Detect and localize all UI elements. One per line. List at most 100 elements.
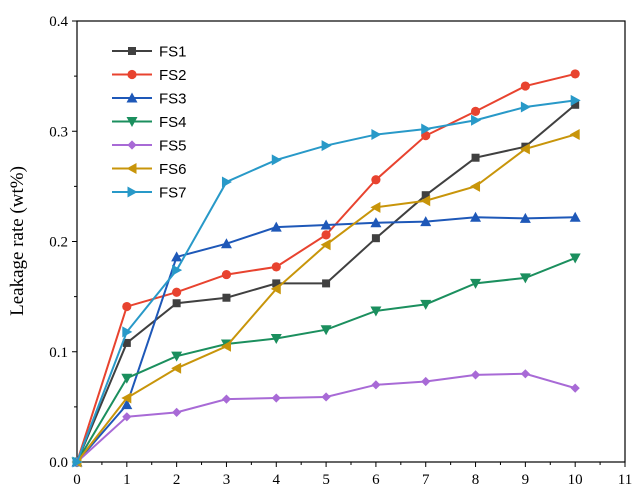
y-tick-label: 0.2 <box>49 235 68 251</box>
series-fs7 <box>72 94 581 468</box>
data-point <box>570 383 580 393</box>
data-point <box>520 101 531 113</box>
data-point <box>172 407 182 417</box>
x-tick-label: 3 <box>223 472 231 488</box>
data-point <box>569 129 580 141</box>
data-point <box>221 269 232 280</box>
data-point <box>569 253 581 264</box>
data-point <box>271 262 281 272</box>
legend-item-fs2: FS2 <box>112 67 187 84</box>
data-point <box>172 287 182 297</box>
legend-marker <box>126 117 138 127</box>
y-tick-label: 0.0 <box>49 455 68 471</box>
legend-item-fs7: FS7 <box>112 185 187 202</box>
series-line <box>76 216 576 463</box>
data-point <box>570 69 580 79</box>
legend-label: FS3 <box>159 91 187 108</box>
legend-marker <box>128 47 136 55</box>
legend-label: FS7 <box>159 185 187 202</box>
x-tick-label: 1 <box>123 472 131 488</box>
legend-item-fs5: FS5 <box>112 138 187 155</box>
series-fs2 <box>72 69 580 467</box>
series-line <box>76 72 576 463</box>
data-point <box>171 251 183 262</box>
data-point <box>371 129 382 141</box>
series-fs3 <box>71 211 581 467</box>
data-point <box>371 234 380 243</box>
legend-label: FS1 <box>159 44 187 61</box>
data-point <box>420 195 431 207</box>
y-tick-label: 0.3 <box>49 124 68 140</box>
legend-item-fs6: FS6 <box>112 161 187 178</box>
data-point <box>371 380 381 390</box>
series-line <box>76 372 576 463</box>
data-point <box>321 230 331 240</box>
x-tick-label: 5 <box>322 472 330 488</box>
data-point <box>122 301 132 312</box>
series-fs1 <box>73 100 580 466</box>
data-point <box>370 217 382 228</box>
plot-frame <box>76 20 626 463</box>
data-point <box>421 131 431 141</box>
data-point <box>470 278 482 289</box>
data-point <box>370 201 381 213</box>
legend-label: FS5 <box>159 138 187 155</box>
data-point <box>421 123 432 135</box>
legend-marker <box>126 163 137 174</box>
data-point <box>272 279 281 288</box>
legend-marker <box>127 69 137 80</box>
data-point <box>220 340 231 352</box>
data-point <box>470 370 481 380</box>
data-point <box>321 392 331 402</box>
data-point <box>520 81 530 91</box>
y-tick-label: 0.1 <box>49 345 68 361</box>
data-point <box>421 191 430 200</box>
x-tick-label: 10 <box>568 472 583 488</box>
data-point <box>270 221 282 232</box>
x-tick-label: 11 <box>618 472 632 488</box>
y-axis-title: Leakage rate (wt%) <box>7 166 28 316</box>
data-point <box>271 393 281 403</box>
y-tick-label: 0.4 <box>49 14 68 30</box>
legend-marker <box>127 140 137 150</box>
series-layer <box>71 69 581 468</box>
legend-item-fs3: FS3 <box>112 91 187 108</box>
data-point <box>519 143 530 155</box>
data-point <box>72 456 83 468</box>
x-tick-label: 6 <box>372 472 380 488</box>
data-point <box>271 154 282 166</box>
data-point <box>321 140 332 152</box>
data-point <box>320 325 332 336</box>
series-fs6 <box>71 129 580 468</box>
data-point <box>420 299 432 310</box>
data-point <box>122 338 131 347</box>
data-point <box>320 219 332 230</box>
legend-item-fs1: FS1 <box>112 44 187 61</box>
legend-label: FS2 <box>159 67 187 84</box>
data-point <box>122 412 132 422</box>
data-point <box>421 376 431 387</box>
x-tick-label: 7 <box>422 472 430 488</box>
legend-marker <box>126 92 138 103</box>
data-point <box>519 273 531 284</box>
series-fs5 <box>72 369 580 467</box>
data-point <box>470 211 482 222</box>
data-point <box>122 326 133 338</box>
data-point <box>520 369 530 379</box>
data-point <box>322 279 331 288</box>
data-point <box>471 114 482 126</box>
x-tick-label: 0 <box>73 472 81 488</box>
data-point <box>220 238 232 249</box>
data-point <box>121 392 132 404</box>
data-point <box>171 351 183 362</box>
data-point <box>172 264 183 276</box>
data-point <box>270 334 282 345</box>
axes: 0 1 2 3 4 5 6 7 8 9 10 11 0.0 0.1 0.2 0.3 0.4 <box>49 14 632 488</box>
series-fs4 <box>71 253 581 468</box>
data-point <box>519 212 531 223</box>
series-line <box>76 257 576 463</box>
data-point <box>470 106 481 117</box>
data-point <box>371 175 381 185</box>
data-point <box>172 299 181 308</box>
